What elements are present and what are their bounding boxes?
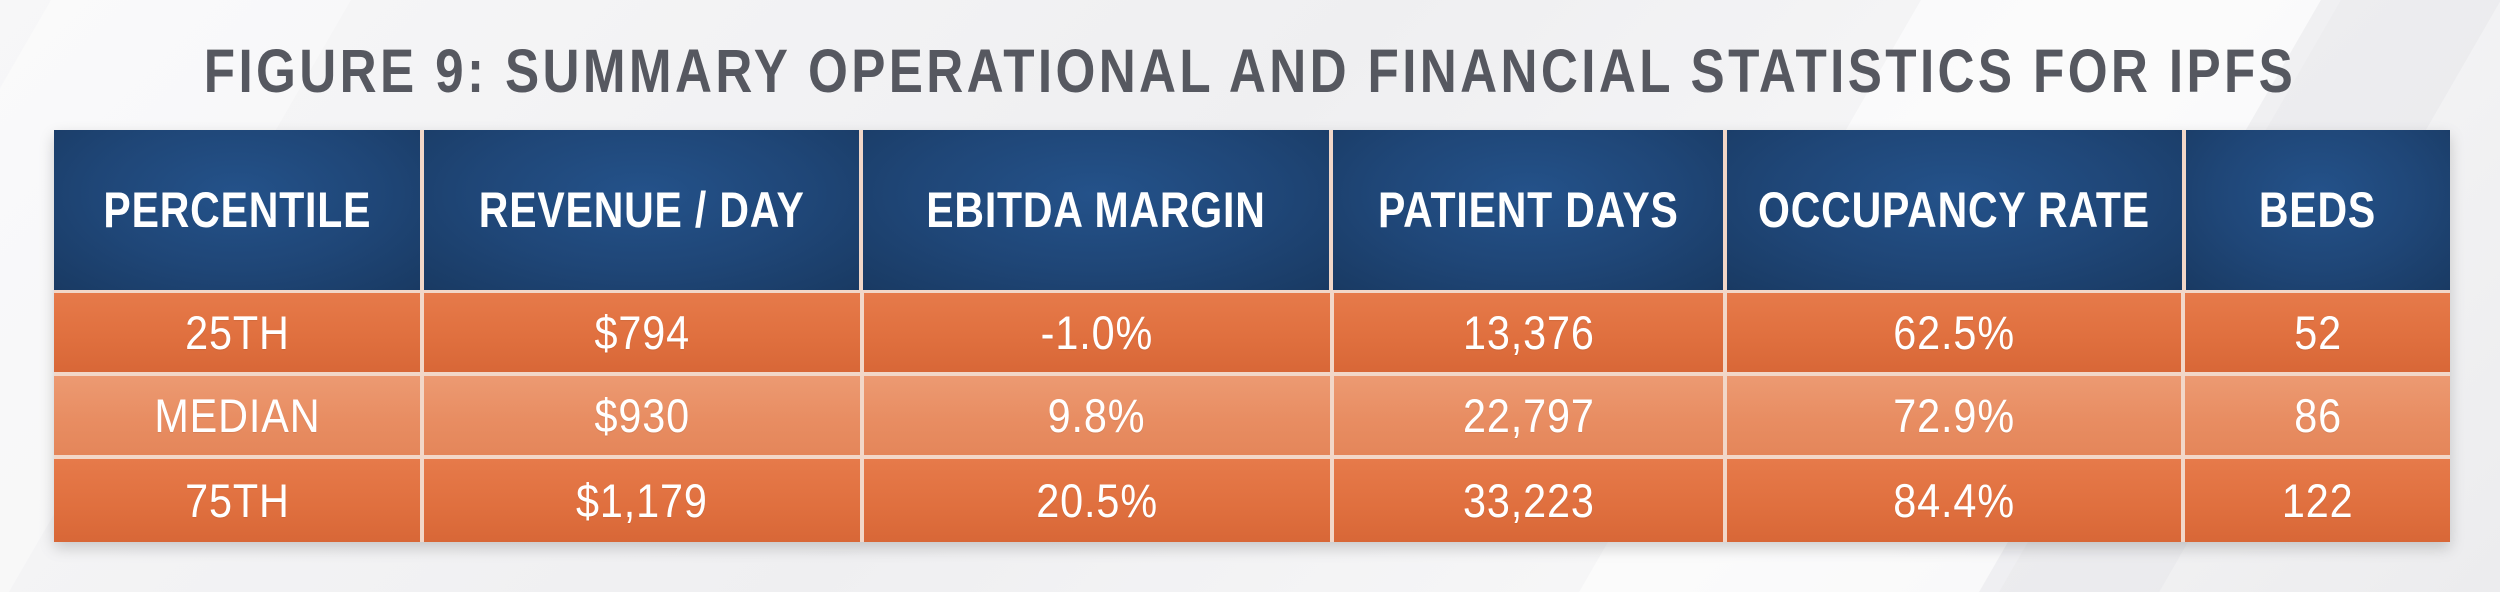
header-cell-revenue-per-day: REVENUE / DAY bbox=[424, 130, 860, 290]
table-cell: 84.4% bbox=[1727, 459, 2182, 542]
table-cell: 33,223 bbox=[1333, 459, 1724, 542]
header-cell-patient-days: PATIENT DAYS bbox=[1333, 130, 1723, 290]
header-label: PATIENT DAYS bbox=[1377, 182, 1679, 238]
cell-value: 122 bbox=[2281, 474, 2354, 527]
table-row-75th: 75TH $1,179 20.5% 33,223 84.4% 122 bbox=[54, 459, 2450, 542]
table-cell: 75TH bbox=[54, 459, 421, 542]
table-row-median: MEDIAN $930 9.8% 22,797 72.9% 86 bbox=[54, 376, 2450, 455]
table-cell: 9.8% bbox=[863, 376, 1330, 455]
cell-value: $1,179 bbox=[576, 474, 708, 527]
header-label: EBITDA MARGIN bbox=[926, 182, 1267, 238]
table-cell: 122 bbox=[2185, 459, 2450, 542]
figure-title: FIGURE 9: SUMMARY OPERATIONAL AND FINANC… bbox=[203, 37, 2297, 105]
header-cell-ebitda-margin: EBITDA MARGIN bbox=[863, 130, 1330, 290]
header-label: REVENUE / DAY bbox=[478, 182, 805, 238]
table-cell: 62.5% bbox=[1727, 293, 2182, 372]
cell-value: 13,376 bbox=[1462, 306, 1595, 359]
cell-value: 22,797 bbox=[1462, 389, 1595, 442]
table-row-25th: 25TH $794 -1.0% 13,376 62.5% 52 bbox=[54, 293, 2450, 372]
cell-value: $794 bbox=[594, 306, 690, 359]
table-cell: MEDIAN bbox=[54, 376, 421, 455]
table-cell: -1.0% bbox=[863, 293, 1330, 372]
cell-value: 75TH bbox=[184, 474, 290, 527]
cell-value: 62.5% bbox=[1893, 306, 2016, 359]
table-header-row: PERCENTILE REVENUE / DAY EBITDA MARGIN P… bbox=[54, 130, 2450, 290]
header-cell-percentile: PERCENTILE bbox=[54, 130, 421, 290]
cell-value: -1.0% bbox=[1040, 306, 1153, 359]
cell-value: 20.5% bbox=[1035, 474, 1158, 527]
statistics-table: PERCENTILE REVENUE / DAY EBITDA MARGIN P… bbox=[54, 130, 2450, 542]
cell-value: 25TH bbox=[184, 306, 290, 359]
cell-value: 84.4% bbox=[1893, 474, 2016, 527]
table-cell: 22,797 bbox=[1333, 376, 1724, 455]
table-cell: 72.9% bbox=[1727, 376, 2182, 455]
cell-value: 72.9% bbox=[1893, 389, 2016, 442]
header-label: BEDS bbox=[2259, 182, 2377, 238]
table-cell: 20.5% bbox=[863, 459, 1330, 542]
table-cell: $930 bbox=[424, 376, 860, 455]
table-cell: 25TH bbox=[54, 293, 421, 372]
cell-value: MEDIAN bbox=[154, 389, 321, 442]
cell-value: 33,223 bbox=[1462, 474, 1595, 527]
cell-value: 9.8% bbox=[1047, 389, 1146, 442]
table-cell: 86 bbox=[2185, 376, 2450, 455]
header-cell-beds: BEDS bbox=[2185, 130, 2450, 290]
cell-value: 52 bbox=[2293, 306, 2342, 359]
table-cell: $1,179 bbox=[424, 459, 860, 542]
table-cell: $794 bbox=[424, 293, 860, 372]
header-label: OCCUPANCY RATE bbox=[1758, 182, 2151, 238]
cell-value: 86 bbox=[2293, 389, 2342, 442]
table-cell: 52 bbox=[2185, 293, 2450, 372]
cell-value: $930 bbox=[594, 389, 690, 442]
table-cell: 13,376 bbox=[1333, 293, 1724, 372]
header-label: PERCENTILE bbox=[103, 182, 372, 238]
header-cell-occupancy-rate: OCCUPANCY RATE bbox=[1726, 130, 2182, 290]
